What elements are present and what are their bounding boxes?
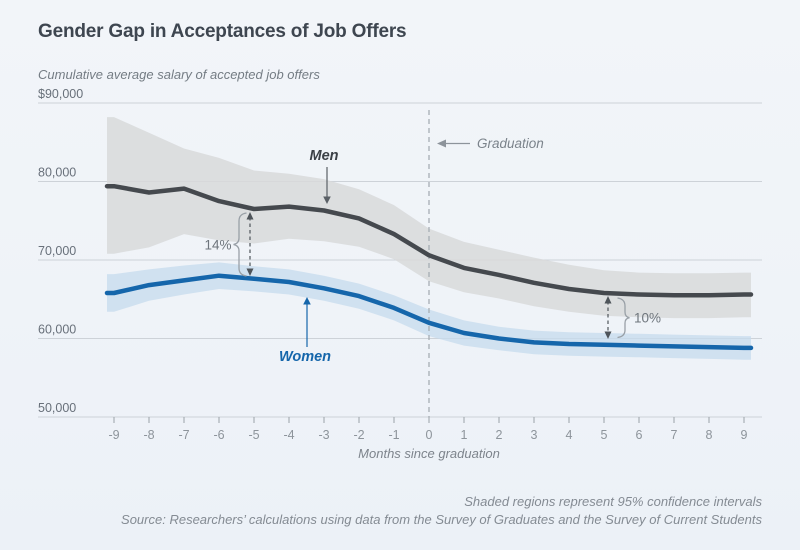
x-tick-label: -4 bbox=[283, 428, 294, 442]
x-tick-label: -2 bbox=[353, 428, 364, 442]
x-tick-label: 6 bbox=[636, 428, 643, 442]
y-tick-label: 70,000 bbox=[38, 244, 76, 258]
x-tick-label: 4 bbox=[566, 428, 573, 442]
x-tick-label: 8 bbox=[706, 428, 713, 442]
x-tick-label: -3 bbox=[318, 428, 329, 442]
x-tick-label: -9 bbox=[108, 428, 119, 442]
women-label: Women bbox=[279, 297, 331, 365]
x-tick-label: 1 bbox=[461, 428, 468, 442]
source-note: Source: Researchers’ calculations using … bbox=[121, 512, 762, 527]
down-arrow-icon bbox=[246, 268, 254, 276]
x-tick-label: -8 bbox=[143, 428, 154, 442]
up-arrow-icon bbox=[303, 297, 311, 305]
svg-text:Graduation: Graduation bbox=[477, 136, 544, 151]
graduation-annotation: Graduation bbox=[437, 136, 544, 151]
confidence-note: Shaded regions represent 95% confidence … bbox=[464, 494, 762, 509]
men-line bbox=[104, 183, 754, 298]
gap-annotation-left: 14% bbox=[204, 212, 254, 277]
down-arrow-icon bbox=[323, 196, 331, 204]
y-axis-subtitle: Cumulative average salary of accepted jo… bbox=[38, 67, 320, 82]
brace-icon bbox=[617, 297, 630, 339]
down-arrow-icon bbox=[604, 331, 612, 339]
chart-footnotes: Shaded regions represent 95% confidence … bbox=[121, 493, 762, 529]
svg-text:14%: 14% bbox=[204, 238, 231, 253]
x-tick-label: 9 bbox=[741, 428, 748, 442]
y-tick-label: 80,000 bbox=[38, 166, 76, 180]
x-tick-label: 7 bbox=[671, 428, 678, 442]
svg-text:10%: 10% bbox=[634, 311, 661, 326]
x-axis-title: Months since graduation bbox=[358, 446, 500, 461]
svg-text:Women: Women bbox=[279, 349, 331, 365]
men-label: Men bbox=[310, 148, 339, 204]
x-tick-label: -6 bbox=[213, 428, 224, 442]
brace-icon bbox=[233, 212, 247, 277]
gap-annotation-right: 10% bbox=[604, 296, 661, 339]
women-line bbox=[104, 273, 754, 351]
x-tick-label: 5 bbox=[601, 428, 608, 442]
svg-text:Men: Men bbox=[310, 148, 339, 164]
x-axis: -9 -8 -7 -6 -5 -4 -3 -2 -1 0 1 2 3 4 5 6 7 8 9 Months since… bbox=[108, 417, 748, 461]
up-arrow-icon bbox=[246, 212, 254, 220]
men-confidence-band bbox=[107, 117, 751, 319]
y-tick-label: $90,000 bbox=[38, 87, 83, 101]
x-tick-label: -5 bbox=[248, 428, 259, 442]
x-tick-label: 0 bbox=[426, 428, 433, 442]
up-arrow-icon bbox=[604, 296, 612, 304]
x-tick-label: 2 bbox=[496, 428, 503, 442]
x-tick-label: 3 bbox=[531, 428, 538, 442]
y-grid: $90,000 80,000 70,000 60,000 50,000 bbox=[38, 87, 762, 418]
y-tick-label: 50,000 bbox=[38, 401, 76, 415]
x-tick-label: -1 bbox=[388, 428, 399, 442]
left-arrow-icon bbox=[437, 139, 446, 148]
x-tick-label: -7 bbox=[178, 428, 189, 442]
page-title: Gender Gap in Acceptances of Job Offers bbox=[38, 21, 407, 42]
y-tick-label: 60,000 bbox=[38, 323, 76, 337]
